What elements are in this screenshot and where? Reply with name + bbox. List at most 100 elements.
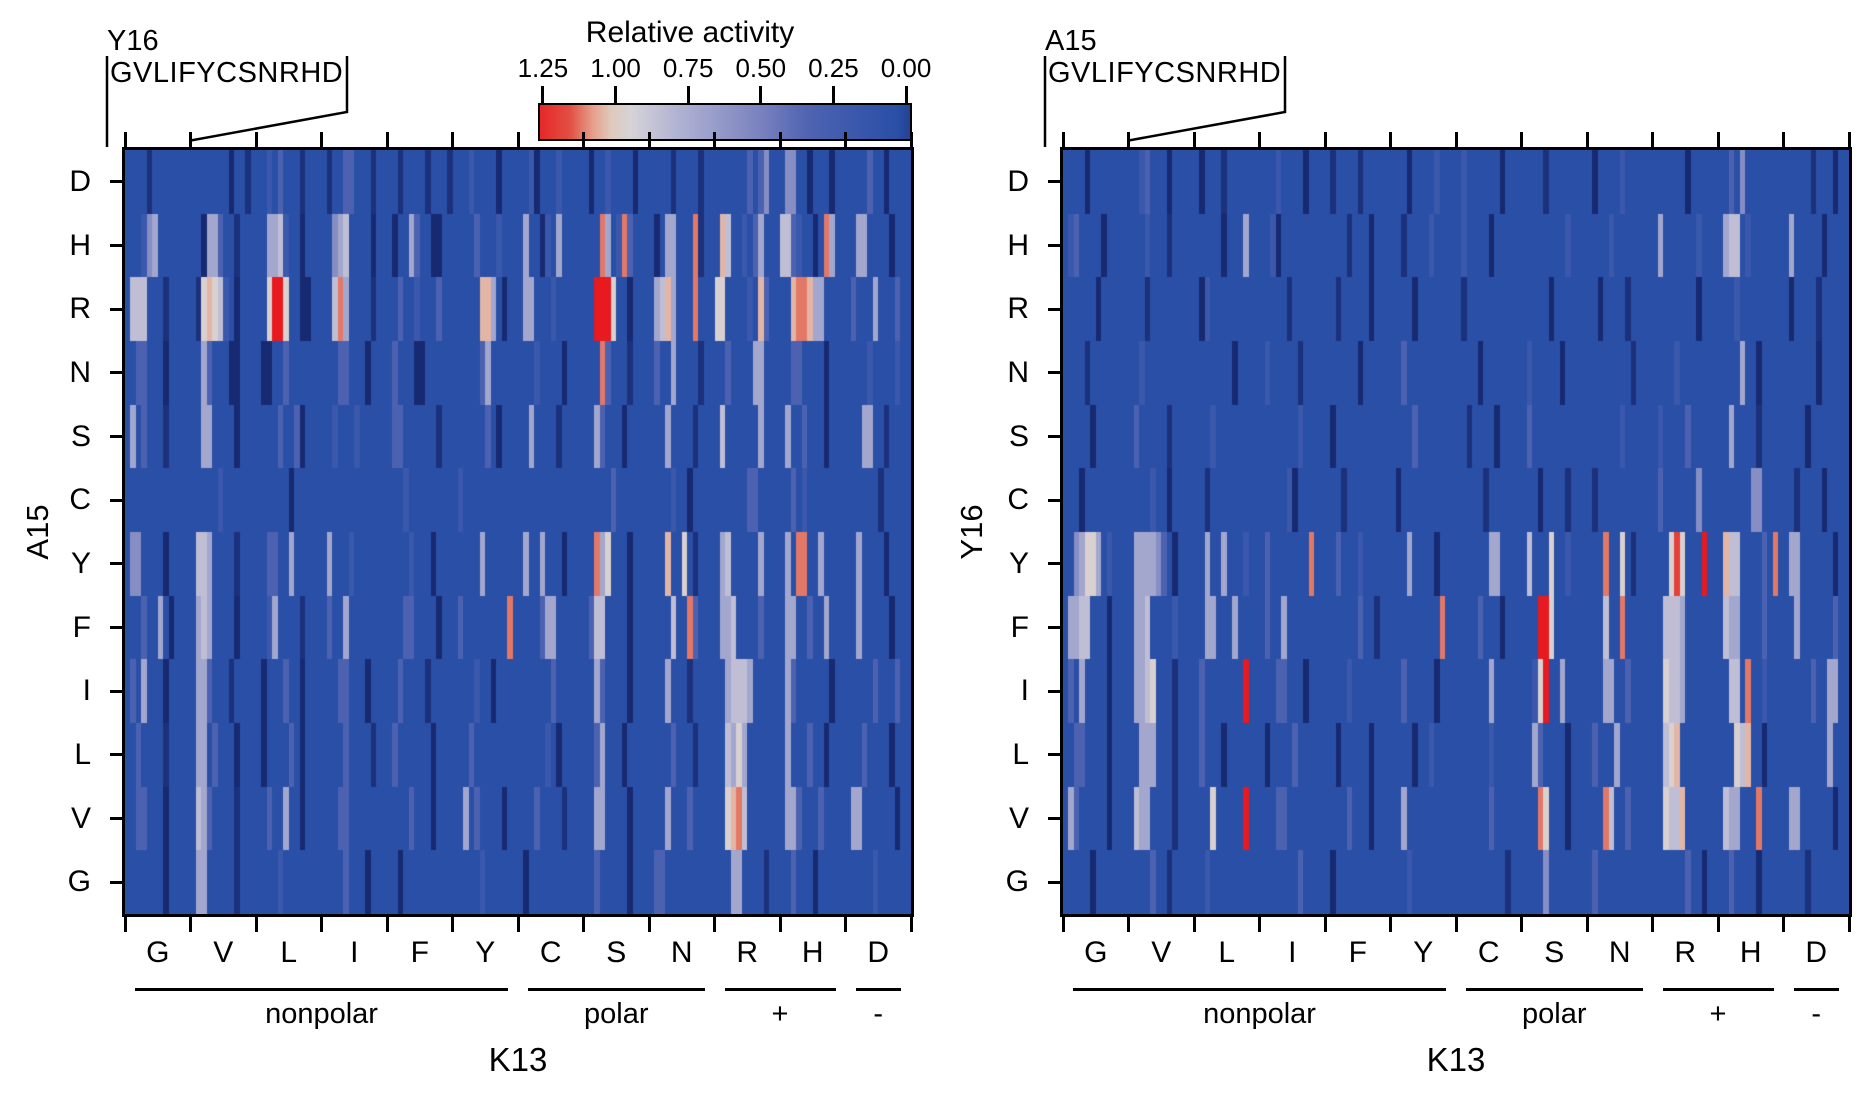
row-label-F: F xyxy=(72,610,91,644)
colorbar-tick xyxy=(831,86,835,103)
row-label-I: I xyxy=(82,674,91,708)
col-letter-H: H xyxy=(1739,936,1762,969)
x-axis-tick-top xyxy=(451,132,454,147)
x-axis-tick-bottom xyxy=(1258,917,1261,932)
x-axis-tick-top xyxy=(320,132,323,147)
group-label: + xyxy=(771,998,789,1030)
row-label-G: G xyxy=(1005,865,1029,899)
x-axis-tick-top xyxy=(1585,132,1589,147)
x-axis-tick-bottom xyxy=(909,917,913,932)
row-label-Y: Y xyxy=(1008,546,1029,580)
col-letter-I: I xyxy=(350,936,359,969)
y-axis-tick xyxy=(110,244,124,247)
heatmap-left-canvas xyxy=(125,150,911,914)
x-axis-tick-top xyxy=(189,132,192,147)
callout-position-right: A15 xyxy=(1045,25,1097,57)
group-label: nonpolar xyxy=(1203,998,1316,1030)
callout-position-left: Y16 xyxy=(107,25,159,57)
y-axis-tick xyxy=(110,562,124,566)
x-axis-title-left: K13 xyxy=(488,1041,548,1078)
row-label-F: F xyxy=(1010,610,1029,644)
col-letter-I: I xyxy=(1288,936,1297,969)
y-axis-tick xyxy=(1048,817,1062,820)
y-axis-tick xyxy=(1048,562,1062,566)
x-axis-tick-bottom xyxy=(123,917,127,932)
x-axis-tick-bottom xyxy=(451,917,454,932)
colorbar-gradient xyxy=(540,105,910,139)
group-underline xyxy=(1073,988,1446,991)
x-axis-tick-bottom xyxy=(1323,917,1327,932)
colorbar-tick xyxy=(904,86,908,103)
x-axis-tick-bottom xyxy=(582,917,585,932)
colorbar-tick xyxy=(614,86,618,103)
x-axis-tick-bottom xyxy=(516,917,520,932)
col-letter-F: F xyxy=(1348,936,1367,969)
x-axis-tick-top xyxy=(1258,132,1261,147)
col-letter-L: L xyxy=(280,936,298,969)
row-label-C: C xyxy=(69,483,91,517)
col-letter-S: S xyxy=(606,936,627,969)
group-label: - xyxy=(873,998,884,1030)
row-label-L: L xyxy=(74,737,91,771)
x-axis-tick-bottom xyxy=(1651,917,1654,932)
x-axis-tick-bottom xyxy=(189,917,192,932)
row-label-L: L xyxy=(1012,737,1029,771)
callout-sequence-left: GVLIFYCSNRHD xyxy=(110,57,344,89)
callout-sequence-right: GVLIFYCSNRHD xyxy=(1048,57,1282,89)
y-axis-tick xyxy=(110,371,124,375)
colorbar-title: Relative activity xyxy=(585,16,795,49)
col-letter-D: D xyxy=(1805,936,1828,969)
x-axis-tick-top xyxy=(582,132,585,147)
x-axis-tick-top xyxy=(1061,132,1065,147)
col-letter-G: G xyxy=(1084,936,1108,969)
x-axis-tick-top xyxy=(909,132,913,147)
row-label-N: N xyxy=(69,355,91,389)
x-axis-tick-bottom xyxy=(1192,917,1196,932)
y-axis-tick xyxy=(110,626,124,629)
heatmap-right-canvas xyxy=(1063,150,1849,914)
x-axis-tick-bottom xyxy=(1585,917,1589,932)
group-label: nonpolar xyxy=(265,998,378,1030)
x-axis-tick-top xyxy=(1127,132,1130,147)
group-underline xyxy=(855,988,901,991)
group-underline xyxy=(1466,988,1643,991)
y-axis-tick xyxy=(1048,753,1062,757)
col-letter-R: R xyxy=(1674,936,1697,969)
x-axis-tick-top xyxy=(1323,132,1327,147)
x-axis-tick-top xyxy=(778,132,782,147)
row-label-C: C xyxy=(1007,483,1029,517)
x-axis-tick-top xyxy=(1651,132,1654,147)
x-axis-title-right: K13 xyxy=(1426,1041,1486,1078)
colorbar-tick-label: 0.25 xyxy=(808,53,859,83)
x-axis-tick-top xyxy=(1389,132,1392,147)
col-letter-C: C xyxy=(1477,936,1500,969)
y-axis-tick xyxy=(110,753,124,757)
y-axis-tick xyxy=(1048,180,1062,184)
colorbar xyxy=(538,103,912,141)
col-letter-G: G xyxy=(146,936,170,969)
y-axis-tick xyxy=(1048,435,1062,438)
y-axis-tick xyxy=(110,180,124,184)
y-axis-tick xyxy=(110,307,124,311)
x-axis-tick-bottom xyxy=(713,917,716,932)
x-axis-tick-top xyxy=(1716,132,1720,147)
x-axis-tick-bottom xyxy=(647,917,651,932)
x-axis-tick-bottom xyxy=(1847,917,1851,932)
x-axis-tick-bottom xyxy=(844,917,847,932)
x-axis-tick-bottom xyxy=(385,917,389,932)
x-axis-tick-top xyxy=(1520,132,1523,147)
x-axis-tick-bottom xyxy=(1061,917,1065,932)
y-axis-tick xyxy=(110,498,124,502)
col-letter-V: V xyxy=(213,936,234,969)
col-letter-L: L xyxy=(1218,936,1236,969)
x-axis-tick-top xyxy=(123,132,127,147)
y-axis-tick xyxy=(110,435,124,438)
row-label-S: S xyxy=(70,419,91,453)
row-label-D: D xyxy=(1007,164,1029,198)
group-underline xyxy=(1793,988,1839,991)
x-axis-tick-top xyxy=(713,132,716,147)
col-letter-S: S xyxy=(1544,936,1565,969)
row-label-N: N xyxy=(1007,355,1029,389)
group-label: + xyxy=(1709,998,1727,1030)
colorbar-tick-label: 1.00 xyxy=(590,53,641,83)
